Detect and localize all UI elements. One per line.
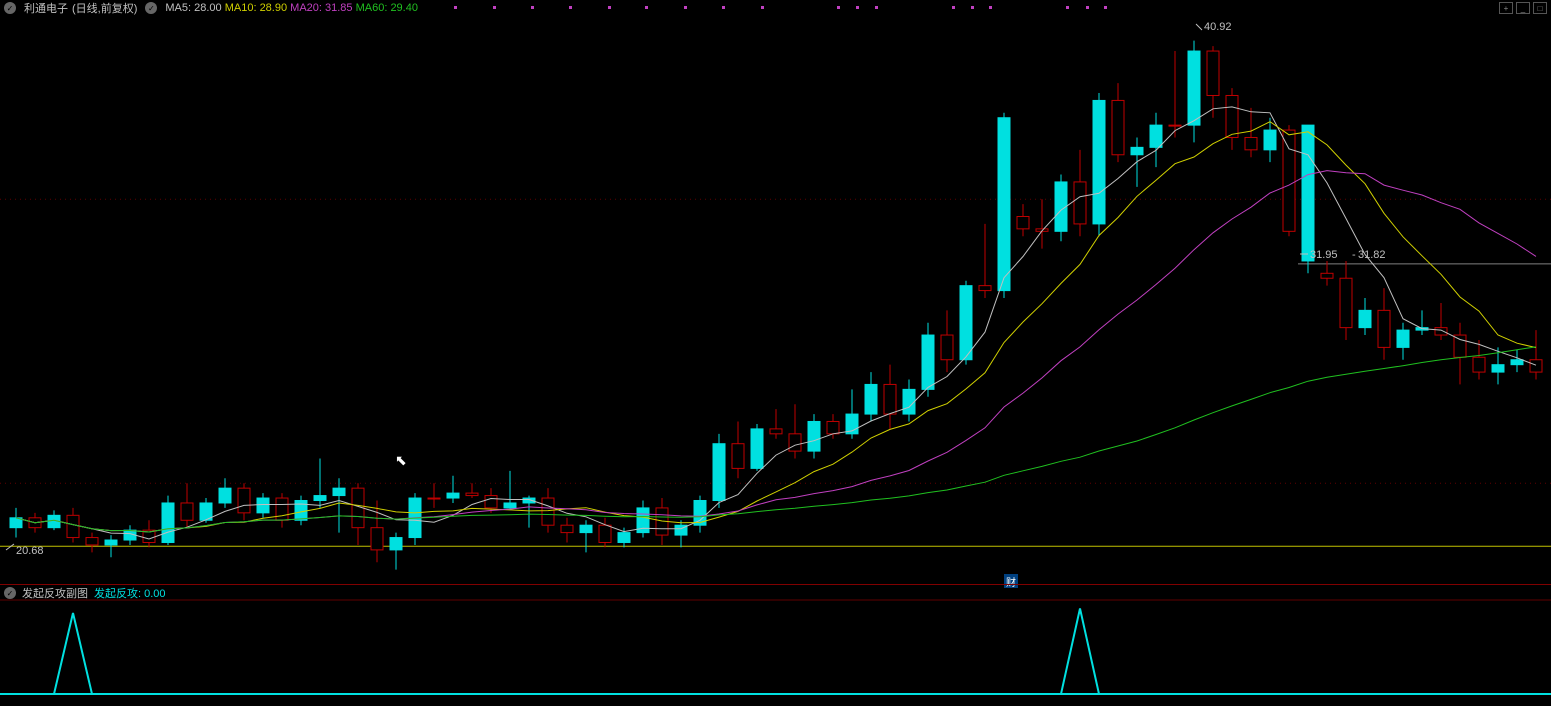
chart-header: ✓ 利通电子 (日线,前复权) ✓ MA5: 28.00 MA10: 28.90…: [0, 0, 1551, 16]
cursor-icon: ⬉: [395, 452, 407, 469]
svg-text:40.92: 40.92: [1204, 21, 1232, 33]
candlestick-chart[interactable]: 40.9231.9531.82-20.68 财 ⬉: [0, 14, 1551, 582]
svg-text:20.68: 20.68: [16, 545, 44, 557]
indicator-chart[interactable]: [0, 598, 1551, 700]
ma-legend: MA5: 28.00 MA10: 28.90 MA20: 31.85 MA60:…: [165, 2, 418, 14]
svg-text:31.82: 31.82: [1358, 249, 1386, 261]
check-icon[interactable]: ✓: [4, 2, 16, 14]
timeframe-label: (日线,前复权): [72, 0, 137, 16]
svg-text:-: -: [1352, 249, 1356, 261]
svg-text:31.95: 31.95: [1310, 249, 1338, 261]
ma-check-icon[interactable]: ✓: [145, 2, 157, 14]
stock-name: 利通电子: [24, 0, 68, 16]
